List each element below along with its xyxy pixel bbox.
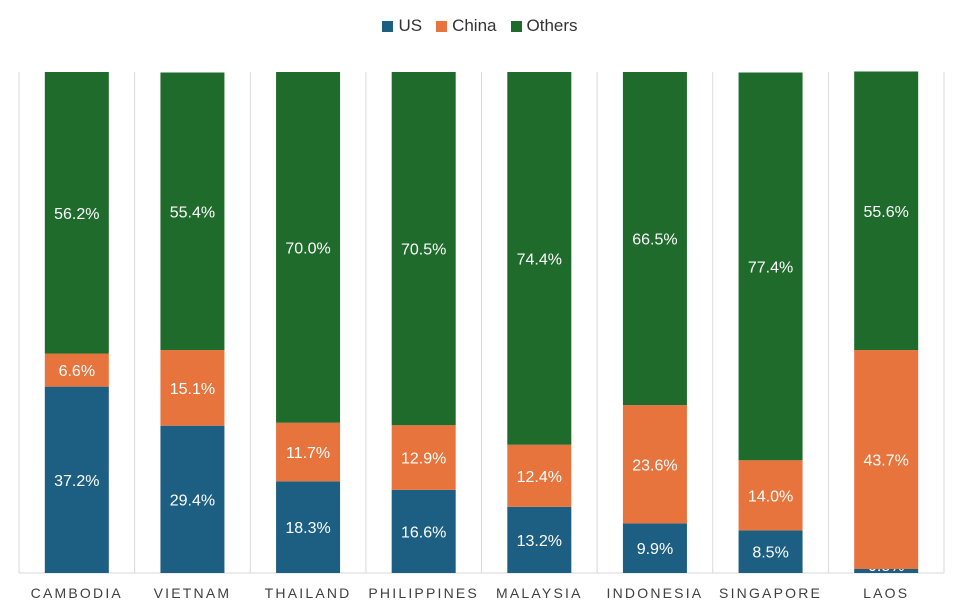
data-label: 66.5% <box>632 232 677 249</box>
bar-segment-china <box>276 422 341 482</box>
category-label: VIETNAM <box>154 585 232 601</box>
legend-label-others: Others <box>526 16 578 35</box>
legend-swatch-china <box>436 20 448 32</box>
category-label: INDONESIA <box>607 585 704 601</box>
legend-item-china: China <box>436 16 497 36</box>
data-label: 15.1% <box>170 381 215 398</box>
bar-segment-us <box>276 481 341 573</box>
data-label: 8.5% <box>752 545 788 562</box>
data-label: 16.6% <box>401 524 446 541</box>
legend-swatch-us <box>382 20 394 32</box>
bar-segment-us <box>622 523 687 573</box>
data-label: 23.6% <box>632 457 677 474</box>
data-label: 70.5% <box>401 242 446 259</box>
category-label: CAMBODIA <box>31 585 123 601</box>
legend-label-us: US <box>398 16 423 35</box>
legend-item-others: Others <box>510 16 578 36</box>
data-label: 43.7% <box>864 453 909 470</box>
bar-segment-us <box>507 506 572 573</box>
bar-segment-china <box>507 444 572 507</box>
legend-swatch-others <box>510 20 522 32</box>
bar-segment-china <box>391 425 456 490</box>
bar-segment-others <box>391 72 456 426</box>
data-label: 37.2% <box>54 473 99 490</box>
legend-label-china: China <box>452 16 497 35</box>
bar-segment-china <box>44 353 109 387</box>
data-label: 11.7% <box>286 445 330 462</box>
data-label: 77.4% <box>748 259 793 276</box>
category-label: PHILIPPINES <box>368 585 479 601</box>
data-label: 9.9% <box>637 541 673 558</box>
bar-segment-others <box>276 72 341 423</box>
bar-segment-china <box>622 405 687 524</box>
data-label: 29.4% <box>170 492 215 509</box>
bar-segment-china <box>854 350 919 569</box>
category-label: LAOS <box>863 585 909 601</box>
legend-item-us: US <box>382 16 422 36</box>
bar-segment-others <box>507 72 572 445</box>
data-label: 12.9% <box>401 451 446 468</box>
data-label: 70.0% <box>285 240 330 257</box>
data-label: 12.4% <box>517 469 562 486</box>
data-label: 14.0% <box>748 488 793 505</box>
bar-segment-china <box>160 350 225 426</box>
category-label: THAILAND <box>265 585 352 601</box>
bar-segment-us <box>160 425 225 573</box>
data-label: 55.4% <box>170 204 215 221</box>
bar-segment-others <box>738 72 803 461</box>
data-label: 13.2% <box>517 533 562 550</box>
category-label: SINGAPORE <box>719 585 822 601</box>
bar-segment-china <box>738 460 803 531</box>
legend: US China Others <box>0 16 960 36</box>
bar-segment-others <box>160 72 225 351</box>
bar-segment-others <box>854 71 919 351</box>
data-label: 56.2% <box>54 206 99 223</box>
data-label: 6.6% <box>59 363 95 380</box>
bar-segment-us <box>738 530 803 573</box>
data-label: 55.6% <box>864 204 909 221</box>
bar-segment-others <box>622 72 687 406</box>
category-label: MALAYSIA <box>496 585 583 601</box>
bar-segment-us <box>44 386 109 573</box>
bar-segment-us <box>854 568 919 573</box>
bar-segment-us <box>391 489 456 573</box>
data-label: 74.4% <box>517 251 562 268</box>
bar-segment-others <box>44 72 109 354</box>
data-label: 18.3% <box>285 520 330 537</box>
